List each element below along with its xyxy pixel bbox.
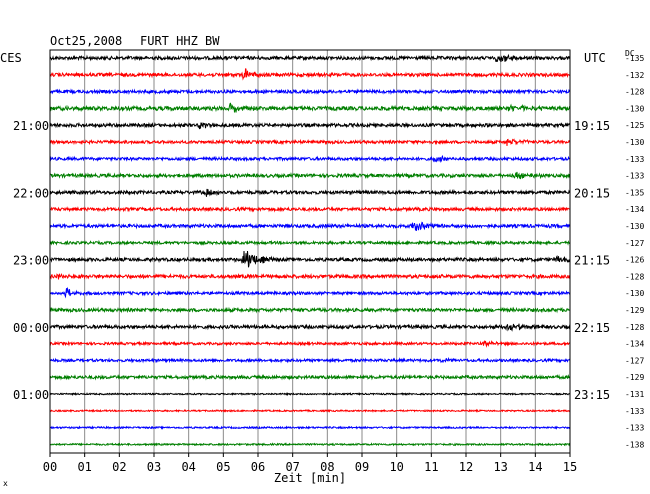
- seismic-trace-5: [49, 121, 571, 130]
- x-tick-label: 13: [493, 460, 507, 474]
- x-tick-label: 11: [424, 460, 438, 474]
- left-time-label: 23:00: [13, 254, 49, 268]
- x-tick-label: 01: [77, 460, 91, 474]
- dc-offset-label: -125: [625, 121, 644, 130]
- seismic-trace-21: [49, 391, 571, 397]
- x-tick-label: 15: [563, 460, 577, 474]
- dc-offset-label: -130: [625, 104, 644, 113]
- seismic-trace-24: [49, 442, 571, 447]
- seismic-trace-16: [49, 306, 571, 314]
- dc-offset-label: -128: [625, 323, 644, 332]
- seismic-trace-10: [49, 205, 571, 213]
- right-time-label: 22:15: [574, 321, 610, 335]
- dc-offset-label: -130: [625, 138, 644, 147]
- dc-offset-label: -138: [625, 440, 644, 449]
- right-time-label: 21:15: [574, 254, 610, 268]
- corner-mark: x: [3, 479, 8, 488]
- right-time-label: 20:15: [574, 186, 610, 200]
- dc-offset-label: -130: [625, 222, 644, 231]
- seismic-trace-12: [49, 239, 571, 247]
- header-station: FURT HHZ BW: [140, 34, 220, 48]
- x-tick-label: 05: [216, 460, 230, 474]
- dc-offset-label: -127: [625, 239, 644, 248]
- dc-offset-label: -133: [625, 407, 644, 416]
- x-axis-label: Zeit [min]: [274, 471, 346, 485]
- x-tick-label: 02: [112, 460, 126, 474]
- x-tick-label: 04: [181, 460, 195, 474]
- seismic-trace-19: [49, 356, 571, 364]
- x-tick-label: 10: [389, 460, 403, 474]
- dc-offset-label: -128: [625, 88, 644, 97]
- seismic-trace-23: [50, 425, 571, 430]
- left-time-label: 21:00: [13, 119, 49, 133]
- dc-offset-labels: -135 -132 -128 -130 -125 -130 -133 -133 -135 -134…: [625, 54, 644, 449]
- right-time-label: 19:15: [574, 119, 610, 133]
- left-time-labels: 21:00 22:00 23:00 00:00 01:00: [13, 119, 49, 402]
- dc-offset-label: -129: [625, 373, 644, 382]
- seismic-trace-18: [49, 339, 571, 348]
- trace-group: [49, 53, 571, 447]
- dc-offset-label: -130: [625, 289, 644, 298]
- dc-offset-label: -131: [625, 390, 644, 399]
- x-tick-label: 00: [43, 460, 57, 474]
- dc-offset-label: -133: [625, 424, 644, 433]
- seismic-trace-7: [49, 154, 571, 163]
- left-zone-label: CES: [0, 51, 22, 65]
- dc-offset-label: -127: [625, 356, 644, 365]
- seismic-trace-13: [49, 250, 571, 268]
- plot-frame: [49, 49, 571, 454]
- seismic-trace-14: [49, 272, 571, 280]
- seismic-trace-2: [49, 68, 571, 81]
- seismic-trace-9: [49, 188, 571, 197]
- grid-lines: [84, 50, 536, 453]
- header-date: Oct25,2008: [50, 34, 122, 48]
- seismic-trace-4: [49, 102, 570, 113]
- dc-offset-label: -135: [625, 188, 644, 197]
- dc-offset-label: -135: [625, 54, 644, 63]
- seismic-trace-22: [49, 408, 571, 413]
- dc-offset-label: -133: [625, 172, 644, 181]
- right-time-label: 23:15: [574, 388, 610, 402]
- seismic-trace-6: [49, 138, 571, 147]
- x-tick-label: 14: [528, 460, 542, 474]
- dc-offset-label: -132: [625, 71, 644, 80]
- seismic-trace-17: [49, 323, 571, 332]
- seismic-trace-1: [49, 53, 571, 63]
- seismic-trace-11: [49, 221, 571, 231]
- dc-offset-label: -126: [625, 256, 644, 265]
- dc-offset-label: -134: [625, 205, 644, 214]
- seismic-trace-15: [49, 286, 571, 299]
- left-time-label: 00:00: [13, 321, 49, 335]
- dc-offset-label: -133: [625, 155, 644, 164]
- x-tick-label: 12: [459, 460, 473, 474]
- dc-offset-label: -129: [625, 306, 644, 315]
- dc-label: DC: [625, 49, 635, 58]
- x-tick-label: 06: [251, 460, 265, 474]
- x-tick-label: 07: [285, 460, 299, 474]
- dc-offset-label: -134: [625, 340, 644, 349]
- x-tick-label: 08: [320, 460, 334, 474]
- x-tick-label: 03: [147, 460, 161, 474]
- x-tick-labels: 00 01 02 03 04 05 06 07 08 09 10 11 12 13 14 15: [43, 453, 577, 474]
- right-time-labels: 19:15 20:15 21:15 22:15 23:15: [574, 119, 610, 402]
- dc-offset-label: -128: [625, 272, 644, 281]
- left-time-label: 22:00: [13, 186, 49, 200]
- x-tick-label: 09: [355, 460, 369, 474]
- seismic-trace-3: [49, 88, 571, 96]
- right-zone-label: UTC: [584, 51, 606, 65]
- left-time-label: 01:00: [13, 388, 49, 402]
- seismic-trace-20: [49, 373, 571, 381]
- seismic-trace-8: [49, 171, 571, 180]
